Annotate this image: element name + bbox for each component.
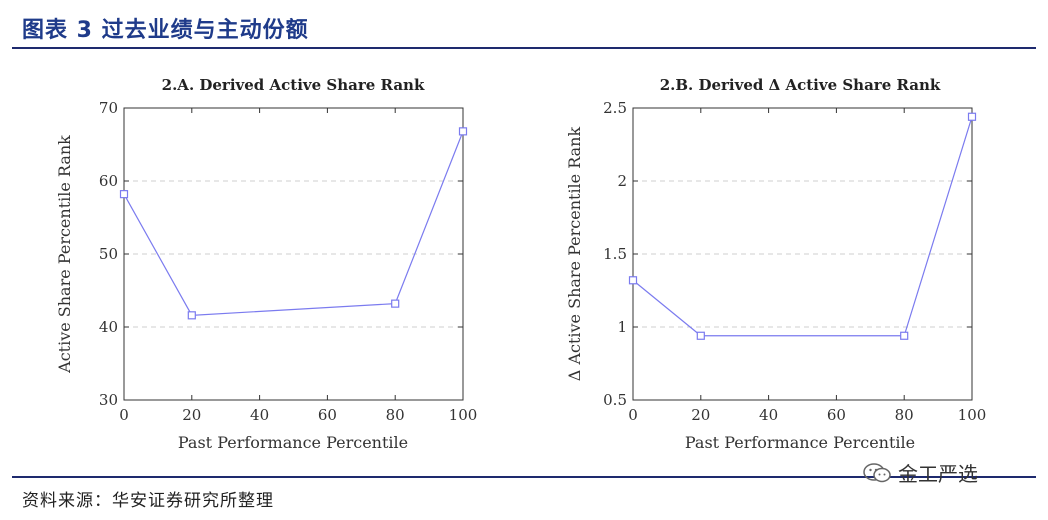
bottom-rule: [12, 476, 1036, 478]
chart-a-data-point: [187, 311, 196, 320]
chart-b-x-tick-label: 60: [827, 406, 846, 424]
chart-a-x-tick-label: 20: [182, 406, 201, 424]
chart-a-x-tick-label: 100: [449, 406, 478, 424]
chart-a-y-axis-label: Active Share Percentile Rank: [55, 135, 74, 374]
chart-a-y-tick-label: 70: [99, 99, 118, 117]
chart-b-x-tick-label: 40: [759, 406, 778, 424]
wechat-icon: [863, 462, 891, 482]
chart-b-data-point: [696, 331, 705, 340]
chart-b-x-axis-label: Past Performance Percentile: [685, 433, 915, 452]
chart-b-x-tick-label: 20: [691, 406, 710, 424]
chart-a-data-point: [458, 127, 468, 136]
chart-b-y-axis-label: Δ Active Share Percentile Rank: [565, 127, 584, 382]
chart-a-y-tick-label: 30: [99, 391, 118, 409]
chart-a-y-tick-label: 60: [99, 172, 118, 190]
chart-a-y-tick-label: 50: [99, 245, 118, 263]
chart-b-x-tick-label: 100: [958, 406, 987, 424]
chart-a-x-tick-label: 40: [250, 406, 269, 424]
chart-a-title: 2.A. Derived Active Share Rank: [162, 76, 425, 94]
chart-b-series-line: [632, 116, 973, 337]
chart-b-y-tick-label: 1.5: [603, 245, 627, 263]
chart-b-y-tick-label: 2: [617, 172, 627, 190]
chart-b-data-point: [628, 276, 638, 285]
chart-b-data-point: [900, 331, 909, 340]
chart-a-x-tick-label: 80: [386, 406, 405, 424]
top-rule: [12, 47, 1036, 49]
chart-a-data-point: [391, 299, 400, 308]
chart-b-data-point: [967, 112, 977, 121]
chart-a-series-line: [123, 131, 464, 316]
chart-b-title: 2.B. Derived Δ Active Share Rank: [660, 76, 941, 94]
chart-a-x-axis-label: Past Performance Percentile: [178, 433, 408, 452]
watermark: 金工严选: [862, 458, 978, 487]
chart-b-y-tick-label: 1: [617, 318, 627, 336]
source-note: 资料来源：华安证券研究所整理: [22, 491, 274, 511]
chart-b-y-tick-label: 0.5: [603, 391, 627, 409]
chart-a-x-tick-label: 0: [119, 406, 129, 424]
chart-b-x-tick-label: 80: [895, 406, 914, 424]
chart-b-x-tick-label: 0: [628, 406, 638, 424]
chart-a-x-tick-label: 60: [318, 406, 337, 424]
figure-title: 图表 3 过去业绩与主动份额: [22, 18, 309, 43]
chart-a-y-tick-label: 40: [99, 318, 118, 336]
watermark-text: 金工严选: [898, 462, 978, 486]
chart-a-data-point: [119, 190, 129, 199]
chart-b-y-tick-label: 2.5: [603, 99, 627, 117]
